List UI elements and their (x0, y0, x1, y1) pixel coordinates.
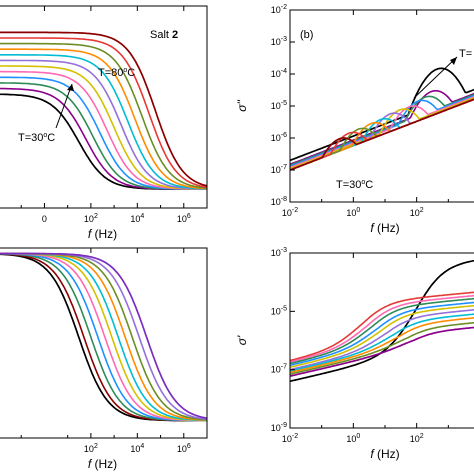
series-line-5 (290, 95, 474, 169)
series-line-1 (290, 67, 474, 162)
x-tick-label: 10-2 (282, 433, 298, 444)
y-tick-label: 10-2 (271, 4, 287, 15)
arrow-head (450, 57, 457, 65)
y-tick-label: 10-3 (271, 247, 287, 258)
x-tick-label: 102 (84, 213, 98, 224)
temp-low-label: T=30oC (336, 179, 373, 191)
y-tick-label: 10-6 (271, 132, 287, 143)
curves-bottom-right (290, 259, 474, 383)
x-tick-label: 102 (84, 443, 98, 454)
series-line-3 (290, 93, 474, 167)
x-tick-label: 0 (42, 214, 47, 224)
plot-frame (289, 252, 474, 429)
x-tick-label: 10-2 (282, 207, 298, 218)
x-tick-label: 100 (346, 433, 360, 444)
temp-high-label: T=80oC (98, 67, 135, 79)
series-line-11 (0, 37, 207, 188)
x-axis-label: f (Hz) (370, 221, 399, 235)
series-line-1 (290, 259, 474, 383)
y-tick-label: 10-7 (271, 164, 287, 175)
series-line-8 (0, 54, 207, 190)
y-tick-label: 10-5 (271, 305, 287, 316)
series-line-9 (290, 317, 474, 374)
series-line-12 (0, 31, 207, 187)
series-line-10 (290, 321, 474, 375)
temp-arrow (55, 83, 73, 129)
x-tick-label: 106 (177, 213, 191, 224)
series-line-4 (290, 94, 474, 168)
series-line-6 (290, 304, 474, 369)
panel-top-left: 0 102 104 106 f (Hz) Salt 2 T=80oC T=30oC (0, 5, 208, 241)
temp-low-label: T=30oC (18, 132, 55, 144)
y-axis-label: σ" (235, 100, 249, 112)
y-axis-label: σ' (235, 335, 249, 345)
series-line-9 (0, 48, 207, 190)
series-line-3 (290, 294, 474, 363)
series-line-11 (290, 326, 474, 377)
series-line-7 (290, 309, 474, 371)
plot-frame (0, 5, 208, 209)
series-line-11 (0, 252, 207, 420)
x-tick-label: 104 (130, 213, 144, 224)
x-tick-label: 106 (177, 443, 191, 454)
series-line-2 (290, 291, 474, 362)
series-line-2 (290, 89, 474, 166)
y-tick-label: 10-3 (271, 36, 287, 47)
curves-top-right (290, 67, 474, 171)
x-tick-label: 100 (346, 207, 360, 218)
temp-arrow (413, 56, 458, 99)
x-axis-label: f (Hz) (370, 447, 399, 461)
y-tick-label: 10-8 (271, 196, 287, 207)
x-axis-label: f (Hz) (88, 457, 117, 471)
series-line-4 (290, 297, 474, 365)
series-line-1 (0, 253, 207, 422)
curves-top-left (0, 31, 207, 191)
curves-bottom-left (0, 252, 207, 422)
series-line-6 (0, 65, 207, 190)
panel-bottom-left: 102 104 106 f (Hz) (0, 247, 208, 471)
panel-label-b: (b) (300, 29, 313, 41)
series-line-7 (0, 59, 207, 190)
y-tick-label: 10-4 (271, 68, 287, 79)
plot-frame (0, 247, 208, 439)
x-tick-label: 102 (410, 433, 424, 444)
x-tick-label: 102 (410, 207, 424, 218)
series-line-12 (290, 98, 474, 171)
series-line-6 (290, 97, 474, 170)
panel-bottom-right: 10-2 100 102 10-9 10-7 10-5 10-3 f (Hz) σ' (235, 247, 474, 461)
series-line-10 (0, 42, 207, 189)
salt-annotation: Salt 2 (150, 29, 178, 41)
arrow-head (67, 84, 74, 91)
y-tick-label: 10-7 (271, 364, 287, 375)
y-tick-label: 10-5 (271, 100, 287, 111)
panel-top-right: 10-2 100 102 10-8 10-7 10-6 10-5 10-4 10-3 10-2 f … (235, 4, 474, 235)
y-tick-label: 10-9 (271, 422, 287, 433)
series-line-8 (290, 313, 474, 372)
x-axis-label: f (Hz) (88, 227, 117, 241)
temp-high-label: T= (459, 48, 472, 60)
series-line-5 (290, 301, 474, 367)
x-tick-label: 104 (130, 443, 144, 454)
